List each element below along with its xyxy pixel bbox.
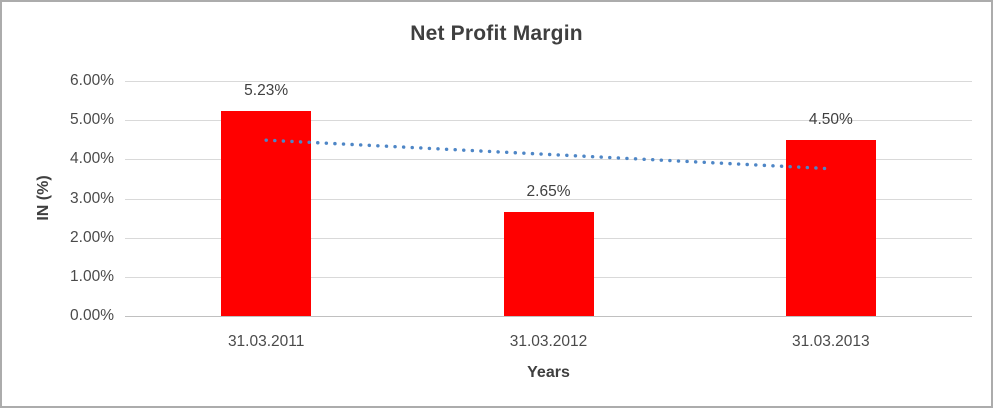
y-tick-label: 3.00% [70,189,114,207]
gridline-0.00% [125,316,972,317]
y-tick-label: 1.00% [70,267,114,285]
plot-area: 5.23% 2.65% 4.50% [125,81,972,317]
bar-31.03.2011 [221,111,312,316]
x-axis-title: Years [527,364,570,381]
gridline-5.00% [125,120,972,122]
data-label: 5.23% [244,82,289,100]
y-tick-label: 5.00% [70,111,114,129]
data-label: 4.50% [808,110,853,128]
y-tick-label: 4.00% [70,150,114,168]
bar-31.03.2013 [785,139,876,316]
chart-title: Net Profit Margin [410,22,583,45]
y-tick-label: 2.00% [70,228,114,246]
x-tick-label: 31.03.2013 [792,333,870,350]
gridline-3.00% [125,198,972,200]
y-tick-label: 0.00% [70,307,114,324]
gridline-6.00% [125,81,972,82]
y-tick-label: 6.00% [70,72,114,89]
x-tick-label: 31.03.2012 [509,333,588,350]
x-tick-label: 31.03.2011 [227,333,305,350]
data-label: 2.65% [526,183,571,201]
bar-31.03.2012 [503,212,594,316]
